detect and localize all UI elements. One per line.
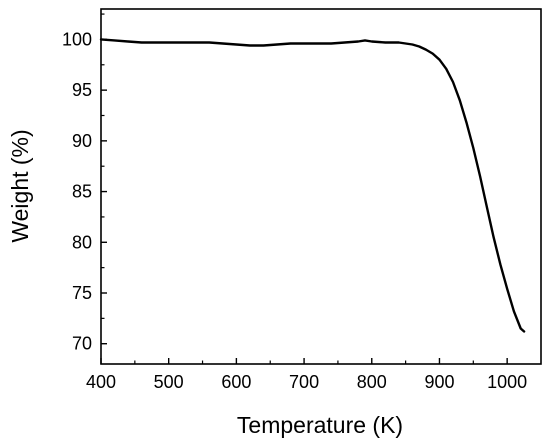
series-line (99, 38, 526, 333)
y-tick-label: 75 (72, 283, 92, 303)
x-tick-label: 800 (357, 372, 387, 392)
x-tick-labels: 400 500 600 700 800 900 1000 (86, 372, 527, 392)
x-tick-label: 700 (289, 372, 319, 392)
y-tick-labels: 70 75 80 85 90 95 100 (62, 29, 92, 353)
plot-frame (100, 8, 542, 365)
x-tick-label: 900 (424, 372, 454, 392)
x-axis-title: Temperature (K) (237, 412, 403, 438)
y-axis-title: Weight (%) (7, 129, 33, 242)
x-tick-label: 600 (221, 372, 251, 392)
x-ticks (100, 358, 508, 364)
x-tick-label: 1000 (487, 372, 527, 392)
y-tick-label: 80 (72, 232, 92, 252)
y-tick-label: 95 (72, 80, 92, 100)
y-tick-label: 90 (72, 131, 92, 151)
y-tick-label: 100 (62, 29, 92, 49)
x-tick-label: 400 (86, 372, 116, 392)
y-tick-label: 85 (72, 182, 92, 202)
y-tick-label: 70 (72, 334, 92, 354)
x-tick-label: 500 (154, 372, 184, 392)
y-ticks (101, 13, 107, 345)
